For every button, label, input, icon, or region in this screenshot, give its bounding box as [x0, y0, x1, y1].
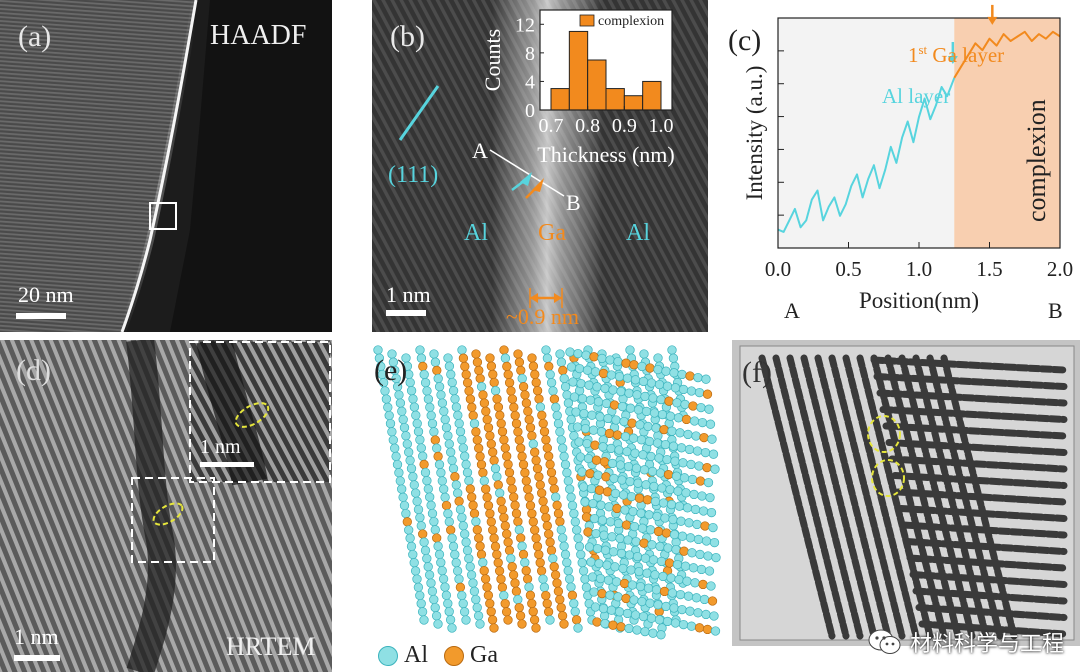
scale-bar-d-inset	[200, 462, 254, 467]
histogram-bar	[642, 80, 662, 111]
profile-x-tick-label: 1.0	[906, 257, 932, 281]
complexion-label: complexion	[1022, 99, 1051, 222]
profile-series-complexion	[953, 30, 1061, 79]
scale-text-b: 1 nm	[386, 282, 431, 307]
histogram-bar	[568, 30, 589, 111]
al-layer-label: Al layer	[882, 84, 951, 108]
scale-bar-a	[16, 313, 66, 319]
legend-ga-text: Ga	[470, 642, 498, 668]
panel-f-label: (f)	[742, 356, 772, 389]
histogram-bar	[623, 95, 644, 111]
scale-bar-b	[386, 310, 426, 316]
ga-layer-label: 1st Ga layer	[908, 42, 1004, 68]
plane-label: (111)	[388, 162, 439, 188]
x-end-label: B	[1048, 298, 1063, 323]
hrtem-title: HRTEM	[226, 632, 316, 661]
histogram-frame	[539, 9, 673, 111]
watermark: 材料科学与工程	[868, 626, 1064, 658]
profile-x-tick-label: 1.5	[976, 257, 1002, 281]
profile-x-tick-label: 0.5	[835, 257, 861, 281]
al-layer-arrowhead	[947, 56, 958, 64]
histogram-xlabel: Thickness (nm)	[537, 142, 674, 167]
histogram-y-tick-label: 12	[515, 14, 535, 36]
point-b-label: B	[566, 190, 581, 215]
histogram-y-tick-label: 4	[525, 71, 535, 93]
profile-series-al	[777, 77, 956, 233]
profile-x-tick-label: 2.0	[1047, 257, 1073, 281]
width-text: ~0.9 nm	[506, 304, 580, 329]
wechat-icon	[868, 629, 901, 654]
watermark-text: 材料科学与工程	[909, 632, 1064, 657]
panel-c-label: (c)	[728, 24, 762, 57]
point-a-label: A	[472, 138, 488, 163]
haadf-image	[0, 0, 332, 332]
x-start-label: A	[784, 298, 800, 323]
histogram-x-tick-label: 0.8	[575, 115, 600, 137]
histogram-bar	[605, 88, 625, 111]
thickness-histogram: 0.7 0.8 0.9 1.0 0 4 8 12 Thickness (nm) Counts com…	[480, 9, 675, 167]
panel-a-label: (a)	[18, 20, 52, 53]
al-left-label: Al	[464, 220, 488, 246]
ring-inset	[234, 402, 270, 428]
profile-x-tick-label: 0.0	[765, 257, 791, 281]
ga-layer-num: 1	[908, 43, 919, 67]
panel-e-label: (e)	[374, 354, 408, 387]
panel-e-atomistic-model: (e) Al Ga	[364, 340, 722, 672]
histogram-x-tick-label: 0.7	[539, 115, 564, 137]
legend-e: Al Ga	[378, 642, 498, 669]
histogram-legend-text: complexion	[598, 14, 664, 29]
roi-box	[149, 202, 177, 230]
histogram-ylabel: Counts	[480, 29, 505, 91]
ga-layer-text: Ga layer	[927, 43, 1005, 67]
panel-c-line-profile: 0.0 0.5 1.0 1.5 2.0 Position(nm) Intensity (a.…	[712, 0, 1080, 332]
ga-layer-sup: st	[918, 42, 928, 57]
panel-d-label: (d)	[16, 354, 51, 387]
plane-indicator	[398, 85, 440, 141]
profile-xlabel: Position(nm)	[859, 288, 979, 313]
hrtem-roi	[131, 477, 215, 563]
legend-al-text: Al	[404, 642, 428, 668]
legend-ga-marker	[444, 645, 464, 666]
scale-text-a: 20 nm	[18, 282, 74, 307]
panel-d-hrtem-image: (d) 1 nm 1 nm HRTEM	[0, 340, 332, 672]
al-region-shade	[778, 18, 955, 248]
histogram-x-tick-label: 1.0	[649, 115, 674, 137]
ga-layer-arrowhead	[987, 16, 998, 25]
ring-f-lower	[871, 459, 905, 497]
histogram-y-tick-label: 8	[525, 43, 535, 65]
panel-f-simulated-image: (f)	[732, 340, 1080, 646]
panel-b-image: 0.7 0.8 0.9 1.0 0 4 8 12 Thickness (nm) Counts com…	[372, 0, 708, 332]
histogram-bar	[550, 88, 570, 111]
panel-b-label: (b)	[390, 20, 425, 53]
panel-a-haadf-image: (a) HAADF 20 nm	[0, 0, 332, 332]
hrtem-image	[0, 340, 332, 672]
intensity-profile-chart: 0.0 0.5 1.0 1.5 2.0 Position(nm) Intensity (a.…	[742, 4, 1073, 313]
inset-scale-text: 1 nm	[200, 436, 241, 458]
complexion-region-shade	[954, 18, 1060, 248]
legend-al-marker	[378, 645, 398, 666]
haadf-title: HAADF	[210, 20, 307, 51]
histogram-legend-marker	[579, 14, 595, 27]
scale-bar-d	[14, 655, 60, 661]
profile-ylabel: Intensity (a.u.)	[742, 66, 767, 201]
histogram-y-tick-label: 0	[525, 100, 535, 122]
ring-main	[152, 502, 184, 526]
histogram-bar	[587, 59, 607, 111]
ga-mid-label: Ga	[538, 220, 566, 246]
scale-text-d: 1 nm	[14, 624, 59, 649]
atom-model	[373, 345, 721, 640]
histogram-x-tick-label: 0.9	[612, 115, 637, 137]
al-right-label: Al	[626, 220, 650, 246]
ring-f-upper	[867, 415, 901, 453]
line-profile-ab	[489, 149, 565, 197]
simulated-image	[732, 340, 1080, 646]
